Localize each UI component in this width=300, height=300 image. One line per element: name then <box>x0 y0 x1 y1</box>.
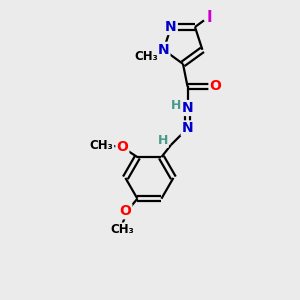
Text: I: I <box>207 11 212 26</box>
Text: N: N <box>182 122 193 135</box>
Text: H: H <box>171 99 181 112</box>
Text: CH₃: CH₃ <box>110 224 134 236</box>
Text: CH₃: CH₃ <box>89 139 113 152</box>
Text: N: N <box>165 20 177 34</box>
Text: O: O <box>119 204 131 218</box>
Text: N: N <box>158 43 170 57</box>
Text: O: O <box>116 140 128 154</box>
Text: H: H <box>158 134 168 147</box>
Text: O: O <box>209 80 221 93</box>
Text: N: N <box>182 101 193 115</box>
Text: CH₃: CH₃ <box>134 50 158 63</box>
